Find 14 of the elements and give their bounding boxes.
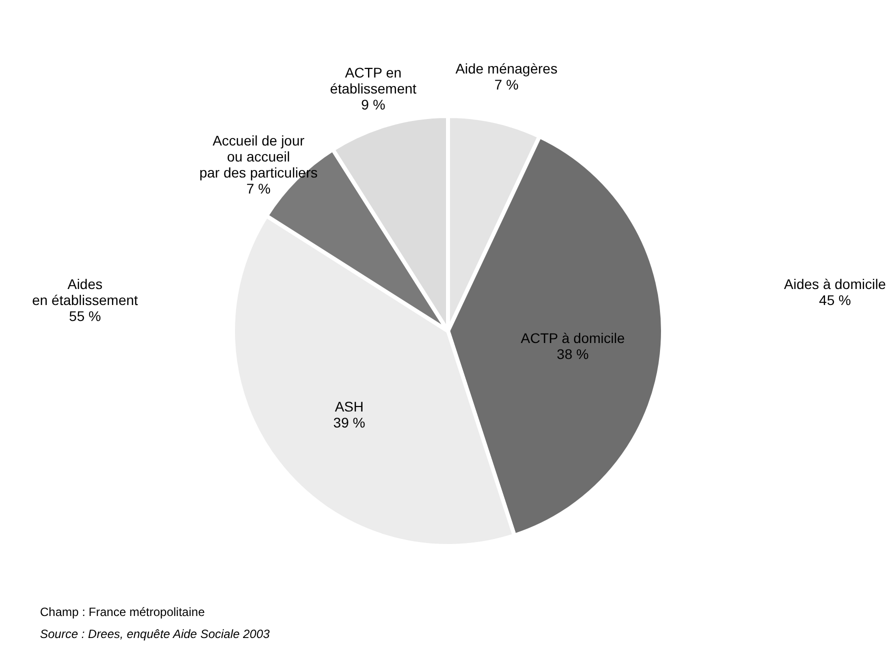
text: Champ : France métropolitaine <box>40 605 206 619</box>
slice-label: Accueil de jour ou accueil par des particuliers <box>199 132 318 180</box>
data-label: 9 % <box>361 96 386 113</box>
slice-label: ACTP à domicile <box>520 330 625 346</box>
data-label: 7 % <box>246 180 271 196</box>
data-label: 38 % <box>556 346 589 362</box>
data-label: 7 % <box>494 76 519 92</box>
data-label: 39 % <box>333 414 366 431</box>
slice-label: ACTP en établissement <box>330 64 417 97</box>
source-note: Source : Drees, enquête Aide Sociale 2003 <box>40 627 270 641</box>
slice-label: ASH <box>334 398 364 415</box>
slice-label: Aide ménagères <box>455 60 558 76</box>
text: Aides à domicile 45 % <box>784 276 886 308</box>
text: Aides en établissement 55 % <box>32 276 138 324</box>
